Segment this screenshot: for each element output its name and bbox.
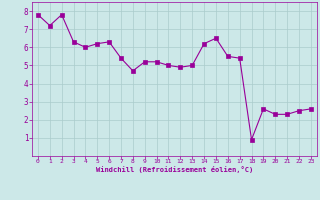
X-axis label: Windchill (Refroidissement éolien,°C): Windchill (Refroidissement éolien,°C) [96, 166, 253, 173]
